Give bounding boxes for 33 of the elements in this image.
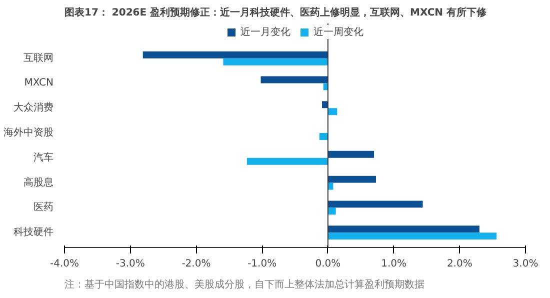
y-tick-label: MXCN <box>24 78 54 89</box>
x-tick-label: -1.0% <box>248 258 277 270</box>
legend-label: 近一月变化 <box>240 26 290 39</box>
x-tick-label: 2.0% <box>446 258 472 270</box>
bar <box>246 158 328 165</box>
chart-title: 图表17： 2026E 盈利预期修正：近一月科技硬件、医药上修明显，互联网、MXCN 有所下修 <box>64 6 488 18</box>
y-tick-label: 汽车 <box>34 151 54 164</box>
y-tick-label: 高股息 <box>24 176 54 188</box>
legend-label: 近一周变化 <box>314 26 364 39</box>
x-tick-label: -3.0% <box>116 258 145 270</box>
bar <box>223 58 328 66</box>
bar <box>328 150 374 158</box>
bar <box>328 208 336 215</box>
bar <box>328 176 376 183</box>
bar <box>260 76 328 84</box>
x-tick-label: 3.0% <box>512 258 538 270</box>
x-tick-label: 1.0% <box>381 258 406 270</box>
y-tick-label: 医药 <box>34 201 54 214</box>
x-tick-label: -4.0% <box>50 258 80 270</box>
bar <box>328 226 480 233</box>
bar <box>328 232 497 240</box>
bar <box>319 133 328 140</box>
y-tick-label: 科技硬件 <box>14 226 54 238</box>
y-tick-label: 大众消费 <box>14 102 54 114</box>
bar <box>322 101 328 108</box>
bar <box>142 51 328 58</box>
y-tick-label: 互联网 <box>24 52 54 64</box>
bar <box>328 108 338 116</box>
bar <box>328 200 423 208</box>
text: 注：基于中国指数中的港股、美股成分股，自下而上整体法加总计算盈利预期数据 <box>64 278 424 290</box>
x-tick-label: -2.0% <box>182 258 211 270</box>
y-tick-label: 海外中资股 <box>4 126 54 139</box>
x-tick-label: 0.0% <box>315 258 341 270</box>
